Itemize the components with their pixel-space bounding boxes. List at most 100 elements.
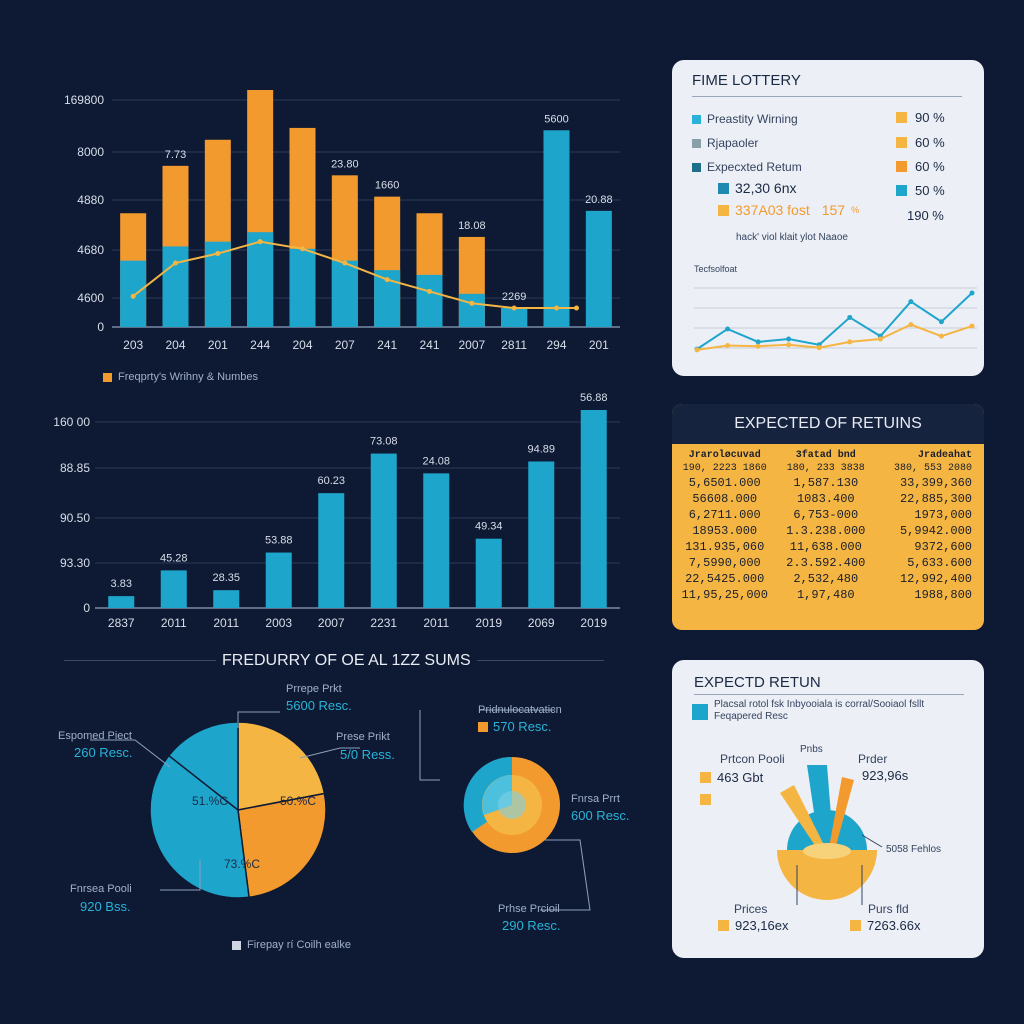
line-chart-series: [694, 290, 975, 353]
bar-blue[interactable]: [423, 473, 450, 608]
table-cell: 1.3.238.000: [786, 524, 866, 538]
pie-slice-label: 50.%C: [280, 794, 316, 808]
line-point: [694, 347, 700, 353]
x-tick-label: 241: [419, 338, 439, 352]
chart2-bars[interactable]: [108, 410, 607, 608]
percent-value-3: 60 %: [915, 159, 945, 174]
returns-table: Jraroløcuvad 3fatad bnd Jradeahat 190, 222…: [672, 444, 984, 603]
bar-blue[interactable]: [528, 461, 555, 608]
bar-blue[interactable]: [543, 130, 570, 327]
fan-callouts: [796, 834, 883, 905]
line-point: [908, 322, 914, 328]
pie-slice[interactable]: [237, 792, 327, 899]
chart1-trend-line: [130, 239, 579, 311]
data-label: 2269: [502, 291, 526, 303]
bar-blue[interactable]: [160, 570, 187, 608]
pie-legend: Firepay rí Coilh ealke: [232, 939, 351, 951]
donut-right-value: 600 Resc.: [571, 808, 630, 823]
return-left-row: 463 Gbt: [700, 770, 763, 785]
x-tick-label: 2011: [213, 616, 239, 630]
return-fan-chart: [777, 765, 883, 905]
line-point: [938, 319, 944, 325]
table-cell: 11,638.000: [789, 540, 862, 554]
return-bottom-left-label: Prices: [734, 902, 768, 916]
percent-swatch: [896, 112, 907, 123]
percent-swatch: [896, 137, 907, 148]
bar-blue[interactable]: [289, 248, 316, 327]
fan-base-slice: [777, 850, 877, 900]
chart1-legend-label: Freqprty's Wrihny & Numbes: [118, 371, 259, 383]
amount-swatch: [718, 204, 729, 216]
bar-blue[interactable]: [458, 293, 485, 327]
pie-slice[interactable]: [237, 721, 326, 811]
line-point: [847, 339, 853, 345]
chart2-data-labels: 3.83 45.28 28.35 53.88 60.23 73.08 24.08 49.34 9…: [111, 392, 608, 590]
bar-blue[interactable]: [108, 596, 135, 608]
bar-blue[interactable]: [585, 210, 612, 327]
chart1-x-ticks: 203 204 201 244 204 207 241 241 2007 2811 294 201: [123, 338, 609, 352]
trend-point: [427, 288, 432, 294]
return-divider: [694, 694, 964, 695]
bar-blue[interactable]: [370, 453, 397, 608]
bar-blue[interactable]: [501, 308, 528, 327]
lottery-note: hack' viol klait ylot Naaoe: [736, 232, 848, 243]
x-tick-label: 294: [546, 338, 566, 352]
table-cell: 5,633.600: [907, 556, 972, 570]
return-br-swatch: [850, 920, 861, 931]
table-cell: 18953.000: [692, 524, 758, 538]
x-tick-label: 241: [377, 338, 397, 352]
y-tick-label: 4880: [77, 193, 104, 207]
bar-blue[interactable]: [247, 232, 274, 327]
bar-blue[interactable]: [580, 410, 607, 608]
pie-chart-area: 51.%C 50.%C 73.%C: [90, 709, 591, 911]
percent-row-1: 90 %: [896, 110, 945, 125]
table-cell: 22,5425.000: [685, 572, 765, 586]
table-row: 56608.000 1083.400 22,885,300: [672, 491, 984, 507]
table-cell: 1988,800: [914, 588, 972, 602]
lottery-legend-2: Rjapaoler: [692, 136, 758, 150]
data-label: 24.08: [422, 455, 450, 467]
x-tick-label: 2231: [370, 616, 397, 630]
chart-frequency-bars: 0 4600 4680 4880 8000 169800 7.73 23.80 1660 18.…: [64, 90, 620, 352]
bar-blue[interactable]: [416, 274, 443, 327]
lottery-amount-2-value: 337A03 fost: [735, 202, 810, 218]
data-label: 20.88: [585, 194, 613, 206]
table-cell: 22,885,300: [899, 492, 972, 506]
table-cell: 6,753-000: [793, 508, 859, 522]
bar-blue[interactable]: [265, 552, 292, 608]
y-tick-label: 93.30: [60, 556, 90, 570]
return-right-label: Prder: [858, 752, 888, 766]
bar-blue[interactable]: [318, 493, 345, 608]
chart1-bars[interactable]: [120, 90, 612, 327]
lottery-legend-3: Expecxted Retum: [692, 160, 802, 174]
pie-legend-label: Firepay rí Coilh ealke: [247, 939, 351, 951]
trend-point: [173, 260, 178, 266]
pie-chart[interactable]: [149, 721, 327, 899]
data-label: 56.88: [580, 392, 608, 404]
pie-slice[interactable]: [149, 721, 250, 899]
donut-chart[interactable]: [463, 756, 560, 853]
callout-fnrsea-value: 920 Bss.: [80, 899, 131, 914]
returns-table-header: Jraroløcuvad 3fatad bnd Jradeahat: [672, 444, 984, 462]
lottery-legend-1-label: Preastity Wirning: [707, 112, 798, 126]
line-series: [696, 323, 973, 351]
table-cell: 56608.000: [692, 492, 758, 506]
return-bottom-left-row: 923,16ex: [718, 918, 789, 933]
bar-blue[interactable]: [331, 260, 358, 327]
expected-return-card: EXPECTD RETUN Placsal rotol fsk Inbyooia…: [672, 660, 984, 958]
bar-blue[interactable]: [162, 246, 189, 327]
donut-top-swatch: [478, 721, 488, 732]
lottery-divider: [692, 96, 962, 97]
bar-blue[interactable]: [475, 538, 502, 608]
table-cell: 11,95,25,000: [681, 588, 768, 602]
x-tick-label: 207: [335, 338, 355, 352]
lottery-line-chart: Tecfsolfoat: [694, 264, 977, 353]
table-row: 7,5990,000 2.3.592.400 5,633.600: [672, 555, 984, 571]
percent-row-3: 60 %: [896, 159, 945, 174]
bar-blue[interactable]: [213, 590, 240, 608]
donut-right-label: Fnrsa Prrt: [571, 793, 620, 805]
return-desc-swatch: [692, 704, 708, 720]
donut-top-value-row: 570 Resc.: [478, 719, 552, 734]
percent-swatch: [896, 185, 907, 196]
line-point: [908, 299, 914, 305]
